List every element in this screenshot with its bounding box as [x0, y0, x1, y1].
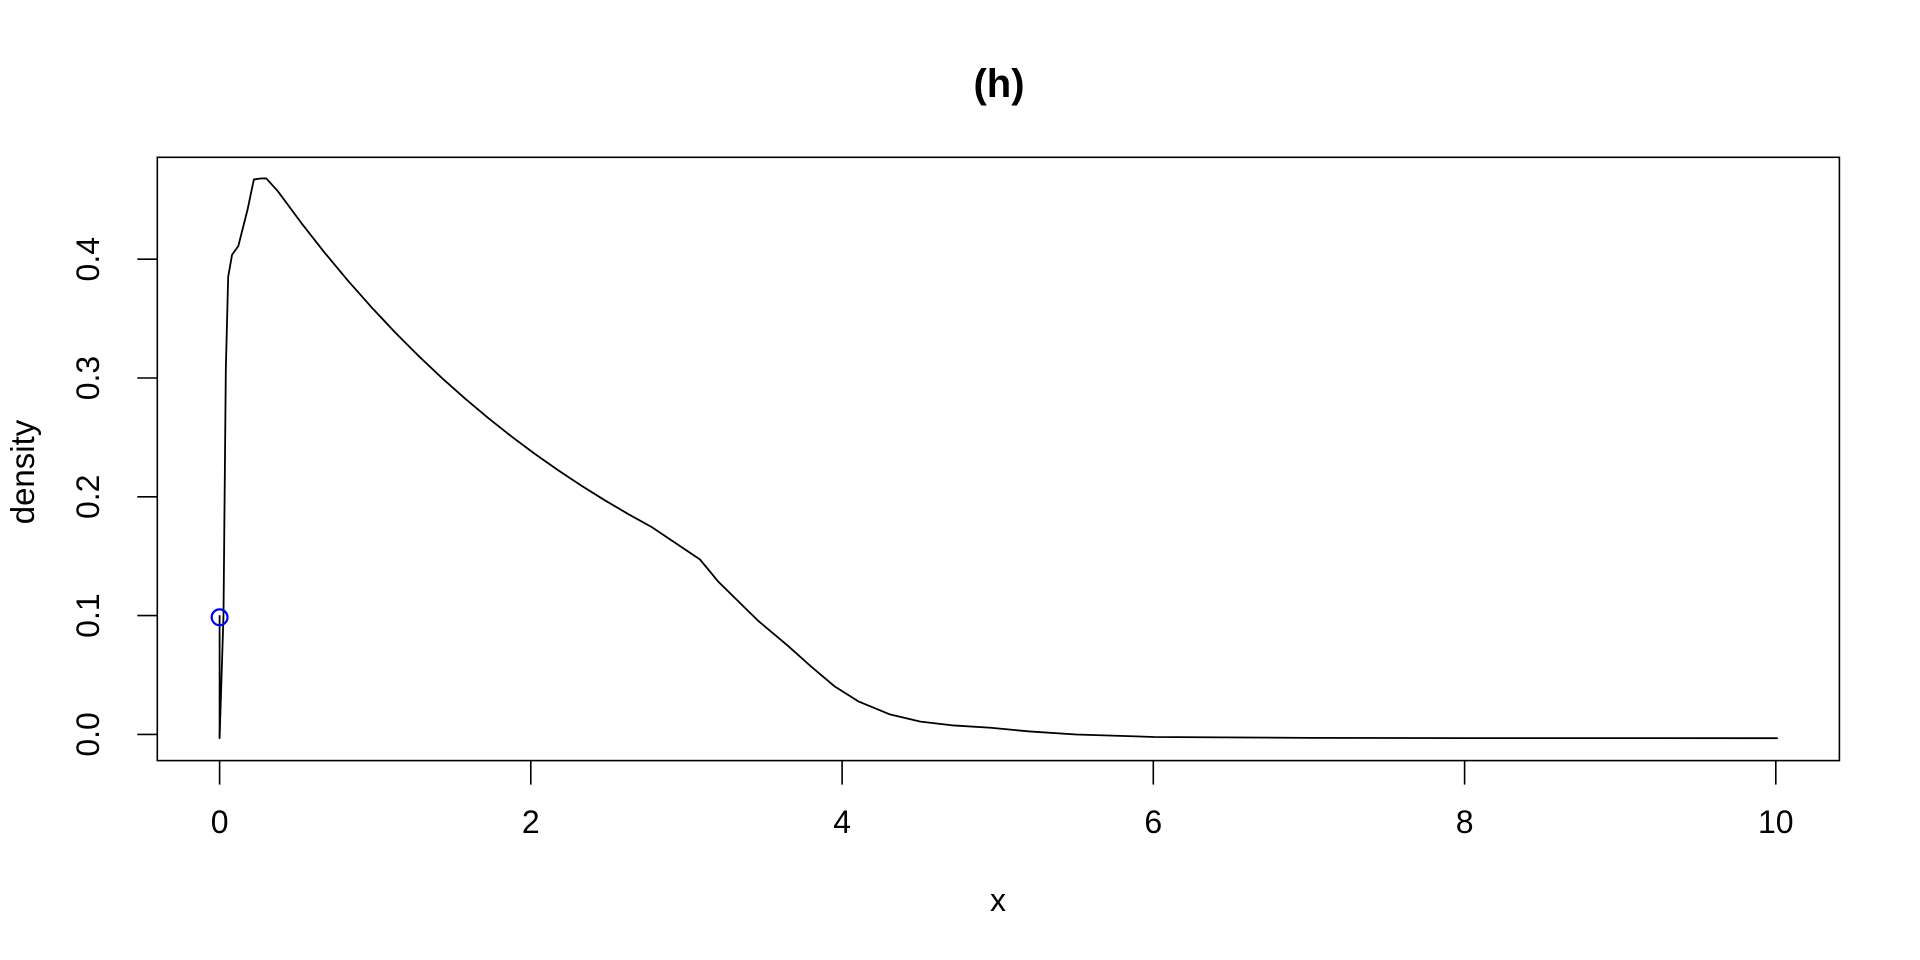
svg-text:0.0: 0.0: [70, 712, 106, 756]
svg-text:0.2: 0.2: [70, 475, 106, 519]
svg-text:0.1: 0.1: [70, 593, 106, 637]
svg-text:2: 2: [522, 804, 540, 840]
svg-text:6: 6: [1144, 804, 1162, 840]
svg-text:0.4: 0.4: [70, 237, 106, 281]
svg-text:x: x: [990, 882, 1006, 918]
svg-text:(h): (h): [973, 62, 1024, 106]
svg-text:0.3: 0.3: [70, 356, 106, 400]
svg-text:density: density: [4, 419, 41, 524]
svg-text:10: 10: [1758, 804, 1794, 840]
svg-text:8: 8: [1456, 804, 1474, 840]
svg-text:4: 4: [833, 804, 851, 840]
svg-text:0: 0: [211, 804, 229, 840]
